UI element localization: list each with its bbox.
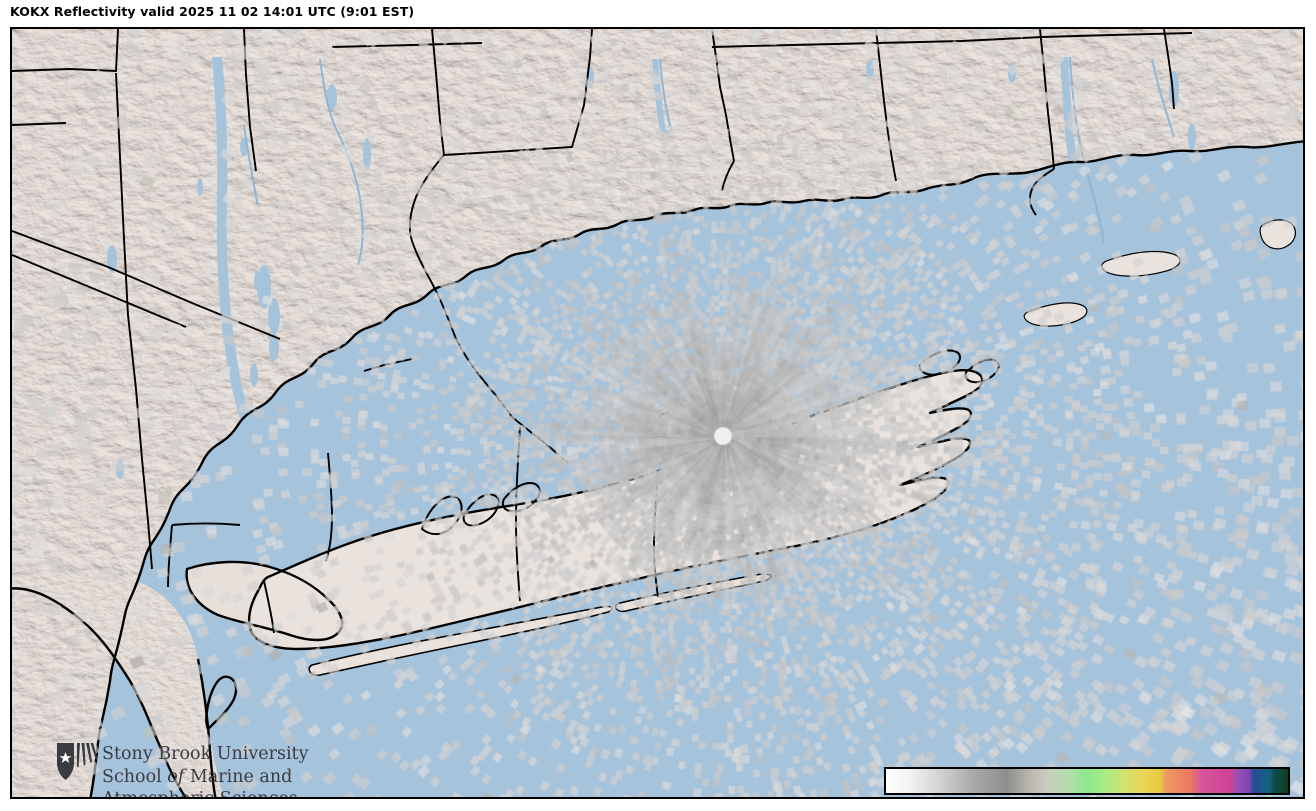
colorbar-gradient bbox=[886, 769, 1288, 793]
page-title: KOKX Reflectivity valid 2025 11 02 14:01… bbox=[10, 4, 415, 19]
radar-reflectivity-layer bbox=[12, 29, 1303, 797]
reflectivity-colorbar: 0 20 40 50 60 70 80 bbox=[873, 756, 1298, 797]
colorbar-box bbox=[884, 767, 1290, 795]
colorbar-tick-40: 40 bbox=[1135, 795, 1154, 797]
colorbar-tick-0: 0 bbox=[996, 795, 1006, 797]
map-frame[interactable]: Stony Brook University School of Marine … bbox=[10, 27, 1305, 799]
colorbar-tick-70: 70 bbox=[1243, 795, 1262, 797]
colorbar-tick-20: 20 bbox=[1063, 795, 1082, 797]
colorbar-tick-80: 80 bbox=[1278, 795, 1297, 797]
map-viewport[interactable]: Stony Brook University School of Marine … bbox=[12, 29, 1303, 797]
colorbar-tick-60: 60 bbox=[1207, 795, 1226, 797]
colorbar-tick-50: 50 bbox=[1171, 795, 1190, 797]
